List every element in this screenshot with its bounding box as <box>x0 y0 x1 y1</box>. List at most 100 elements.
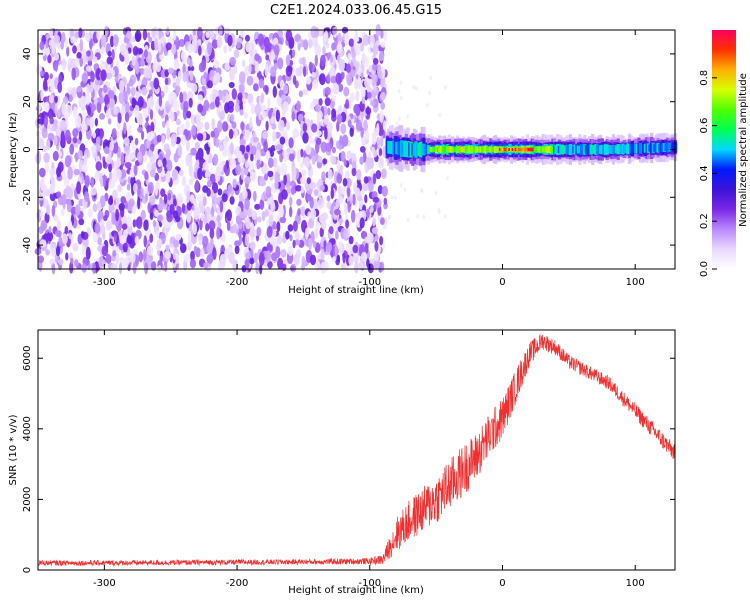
heatmap-cell <box>124 101 130 114</box>
heatmap-cell <box>107 118 112 125</box>
heatmap-cell <box>124 200 128 210</box>
heatmap-cell <box>229 158 236 170</box>
heatmap-cell <box>254 203 261 210</box>
heatmap-cell <box>142 28 148 41</box>
heatmap-cell <box>315 130 322 137</box>
heatmap-cell <box>104 146 110 155</box>
heatmap-cell <box>163 50 168 57</box>
heatmap-cell <box>58 235 62 247</box>
heatmap-cell <box>315 137 322 145</box>
heatmap-cell <box>106 155 112 165</box>
heatmap-cell <box>78 218 85 226</box>
heatmap-cell <box>368 180 374 193</box>
heatmap-cell <box>150 261 157 271</box>
heatmap-cell <box>335 198 341 208</box>
heatmap-cell <box>287 224 294 232</box>
heatmap-cell <box>268 157 274 168</box>
heatmap-cell <box>352 244 359 254</box>
heatmap-cell <box>80 95 86 107</box>
heatmap-cell <box>382 28 388 41</box>
heatmap-cell <box>238 71 246 84</box>
heatmap-cell <box>250 153 254 162</box>
heatmap-cell <box>336 159 341 173</box>
heatmap-cell <box>338 185 342 198</box>
heatmap-cell <box>224 102 230 114</box>
heatmap-cell <box>330 56 334 63</box>
heatmap-cell <box>362 86 366 99</box>
heatmap-cell <box>62 135 66 147</box>
heatmap-cell <box>85 246 91 260</box>
heatmap-cell <box>94 222 101 234</box>
heatmap-cell <box>124 153 132 166</box>
heatmap-cell <box>131 97 136 109</box>
heatmap-cell <box>549 146 553 153</box>
heatmap-cell <box>50 243 56 249</box>
heatmap-cell <box>287 245 294 256</box>
heatmap-cell <box>98 96 105 104</box>
heatmap-cell <box>372 217 377 227</box>
heatmap-cell <box>193 207 200 220</box>
heatmap-cell <box>128 79 134 87</box>
heatmap-cell <box>213 60 220 69</box>
spectrogram-y-axis: -40 -20 0 20 40 <box>22 48 675 253</box>
heatmap-cell <box>89 103 96 113</box>
heatmap-cell <box>334 244 338 257</box>
heatmap-cell <box>309 138 316 145</box>
heatmap-cell <box>204 143 209 152</box>
heatmap-cell <box>254 65 260 74</box>
heatmap-cell <box>137 96 144 108</box>
heatmap-cell <box>261 193 265 201</box>
heatmap-cell <box>249 257 255 265</box>
heatmap-cell <box>374 240 379 252</box>
heatmap-cell <box>74 259 79 268</box>
heatmap-cell <box>332 82 340 95</box>
spectrogram-y-tick-label: -20 <box>22 189 33 205</box>
heatmap-cell <box>276 221 281 233</box>
heatmap-cell <box>364 242 369 254</box>
heatmap-cell <box>249 116 253 129</box>
heatmap-cell <box>200 247 205 258</box>
heatmap-cell <box>281 189 288 200</box>
snr-x-label: Height of straight line (km) <box>288 585 424 596</box>
heatmap-cell <box>154 37 159 51</box>
heatmap-cell <box>330 75 338 84</box>
heatmap-cell <box>350 92 355 102</box>
heatmap-cell <box>245 252 252 260</box>
heatmap-cell <box>94 78 101 86</box>
heatmap-cell <box>46 139 51 151</box>
heatmap-cell <box>195 179 200 192</box>
heatmap-cell <box>229 57 237 66</box>
heatmap-cell <box>355 119 363 131</box>
heatmap-cell <box>186 190 190 203</box>
heatmap-cell <box>259 199 265 210</box>
heatmap-cell <box>52 150 59 162</box>
heatmap-cell <box>72 242 79 252</box>
heatmap-cell <box>253 76 259 85</box>
heatmap-cell <box>262 110 267 120</box>
heatmap-cell <box>255 149 261 161</box>
heatmap-cell <box>269 150 275 158</box>
heatmap-cell <box>377 70 383 80</box>
heatmap-cell <box>108 162 112 173</box>
heatmap-cell <box>378 155 384 169</box>
heatmap-cell <box>345 219 349 229</box>
heatmap-cell <box>263 140 268 153</box>
heatmap-cell <box>270 50 276 61</box>
heatmap-cell <box>339 218 344 225</box>
heatmap-cell <box>167 192 172 201</box>
heatmap-cell <box>187 43 194 54</box>
heatmap-cell <box>321 171 326 183</box>
heatmap-cell <box>310 25 318 39</box>
heatmap-cell <box>170 112 175 123</box>
heatmap-cell <box>355 90 360 102</box>
heatmap-cell <box>82 56 87 67</box>
heatmap-cell <box>256 158 261 170</box>
heatmap-cell <box>171 43 177 55</box>
heatmap-cell <box>56 191 62 199</box>
heatmap-cell <box>277 119 285 132</box>
heatmap-cell <box>210 130 215 138</box>
heatmap-cell <box>103 84 108 94</box>
heatmap-cell <box>71 67 76 81</box>
heatmap-cell <box>132 262 137 274</box>
heatmap-cell <box>275 144 283 151</box>
